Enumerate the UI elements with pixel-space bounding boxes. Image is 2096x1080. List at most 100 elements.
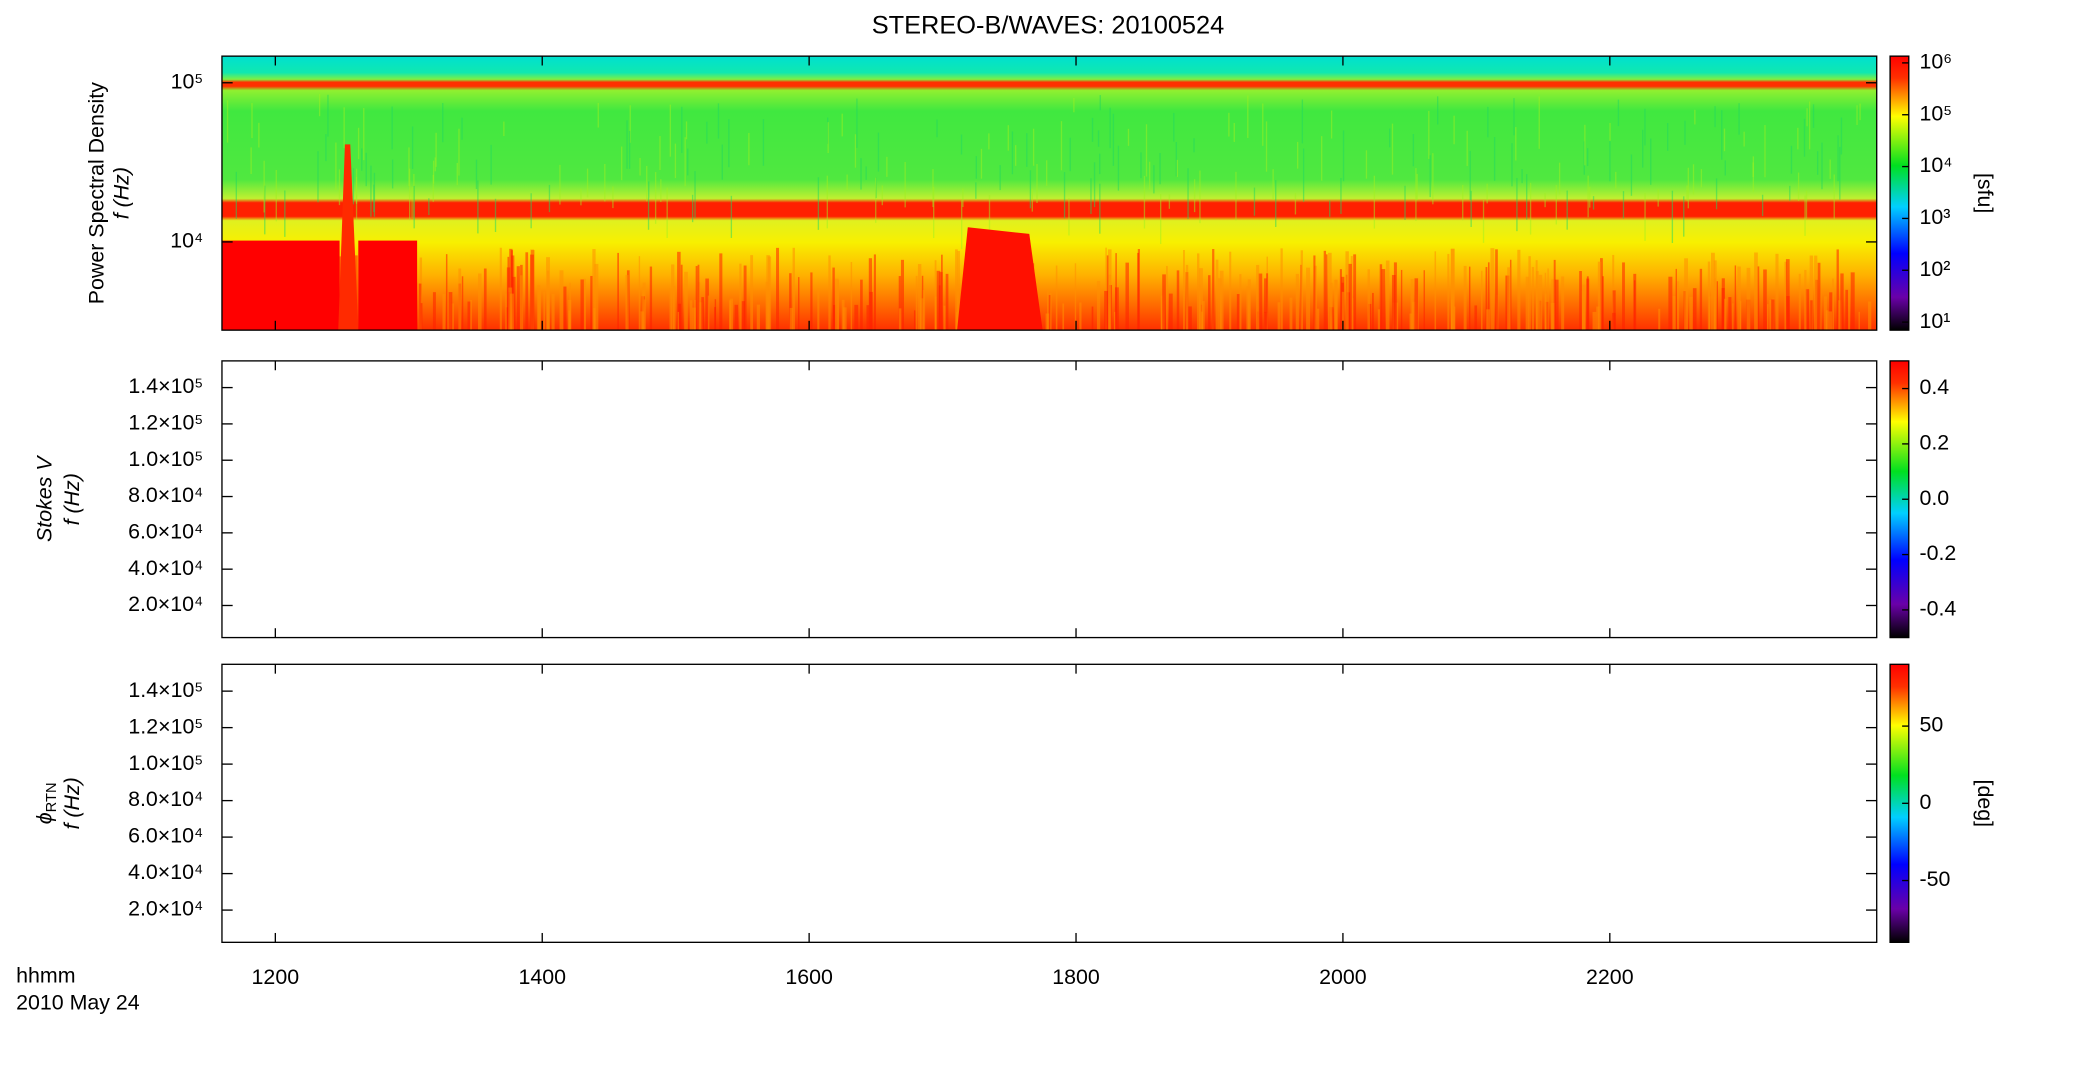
texture-stripe [865,166,867,180]
texture-stripe [448,292,453,331]
texture-stripe [1117,145,1120,191]
texture-stripe [1700,169,1703,188]
texture-stripe [1850,272,1855,331]
texture-stripe [1125,262,1129,331]
texture-stripe [1856,105,1858,125]
texture-stripe [1694,109,1696,125]
colorbar-tick-label: 0.0 [1919,486,1949,510]
texture-stripe [1837,135,1839,182]
texture-stripe [1566,190,1568,230]
texture-stripe [1079,302,1082,331]
texture-stripe [1615,171,1617,189]
texture-stripe [1099,183,1101,234]
texture-stripe [580,279,584,331]
texture-stripe [1176,270,1180,331]
texture-stripe [1199,268,1203,331]
texture-stripe [1667,123,1669,151]
chart-title: STEREO-B/WAVES: 20100524 [872,11,1225,39]
texture-stripe [1487,106,1489,138]
texture-stripe [629,105,631,143]
texture-stripe [798,277,800,331]
colorbar-tick-label: 10² [1919,257,1950,281]
texture-stripe [1644,108,1646,146]
texture-stripe [548,184,551,213]
panel-frame [221,663,1878,943]
texture-stripe [1732,303,1734,331]
texture-stripe [442,293,446,331]
texture-stripe [1689,296,1693,331]
y-tick-label: 10⁴ [170,229,203,253]
texture-stripe [960,134,963,155]
texture-stripe [317,151,319,203]
texture-stripe [741,301,746,331]
texture-stripe [1105,247,1107,331]
texture-stripe [1622,191,1625,219]
texture-stripe [1015,145,1017,166]
texture-stripe [697,264,700,331]
texture-stripe [748,132,750,166]
texture-stripe [563,286,567,331]
texture-stripe [1721,110,1723,160]
y-tick-label: 4.0×10⁴ [128,860,203,884]
texture-stripe [1743,131,1745,147]
colorbar-tick-label: -50 [1919,867,1950,891]
texture-stripe [729,298,733,331]
texture-stripe [505,293,507,331]
texture-stripe [1836,249,1839,331]
texture-stripe [1630,154,1633,196]
texture-stripe [1202,301,1205,331]
texture-stripe [1153,165,1155,194]
texture-stripe [1247,279,1251,331]
burst [358,240,418,331]
texture-stripe [1752,162,1754,178]
texture-stripe [508,287,513,331]
y-axis-label: ϕRTN [32,782,60,824]
texture-stripe [750,255,754,331]
texture-stripe [1555,185,1557,225]
texture-stripe [1657,189,1659,207]
texture-stripe [1486,309,1490,331]
texture-stripe [900,259,904,331]
texture-stripe [1612,312,1616,331]
texture-stripe [936,270,941,331]
x-tick-label: 1200 [252,965,300,989]
texture-stripe [1090,178,1092,214]
texture-stripe [1612,290,1616,331]
y-axis-label-2: f (Hz) [60,473,84,525]
texture-stripe [1423,270,1425,331]
texture-stripe [543,291,546,331]
texture-stripe [1316,308,1320,331]
texture-stripe [1340,177,1342,214]
texture-stripe [1328,252,1332,331]
texture-stripe [1592,311,1597,331]
texture-stripe [451,303,454,331]
y-tick-label: 1.0×10⁵ [128,447,203,471]
texture-stripe [1341,291,1345,331]
texture-stripe [687,148,689,176]
texture-stripe [1833,174,1835,219]
texture-stripe [445,254,448,331]
texture-stripe [1277,302,1281,331]
texture-stripe [1513,98,1515,136]
texture-stripe [1817,262,1821,331]
texture-stripe [789,307,794,331]
texture-stripe [494,198,497,232]
texture-stripe [1775,253,1779,331]
texture-stripe [1786,296,1790,331]
texture-stripe [1011,131,1014,175]
texture-stripe [1609,122,1611,141]
texture-stripe [1797,172,1800,201]
texture-stripe [458,268,462,331]
texture-stripe [654,172,657,224]
texture-stripe [1806,108,1808,127]
texture-stripe [701,297,705,331]
texture-stripe [1381,269,1386,331]
texture-stripe [666,187,668,238]
texture-stripe [638,256,641,331]
texture-stripe [1345,251,1349,331]
texture-stripe [1162,274,1166,331]
texture-stripe [1658,308,1661,331]
texture-stripe [1692,164,1695,195]
texture-stripe [659,136,661,171]
texture-stripe [1200,311,1203,331]
